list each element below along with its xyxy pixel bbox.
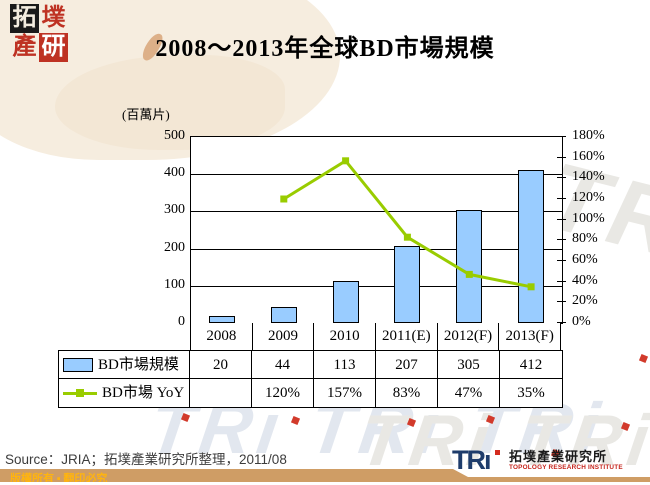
left-axis-tick: 500	[164, 128, 185, 143]
seal-char: 產	[12, 34, 37, 60]
tri-logo: TRı 拓墣產業研究所 TOPOLOGY RESEARCH INSTITUTE	[452, 447, 623, 475]
table-cell: 207	[376, 351, 438, 379]
yoy-line-series	[280, 157, 535, 291]
right-axis-tick: 0%	[572, 314, 591, 329]
table-cell: 83%	[376, 379, 438, 407]
category-label: 2012(F)	[438, 323, 500, 350]
right-axis-tick: 60%	[572, 252, 598, 267]
source-note: Source：JRIA；拓墣產業研究所整理，2011/08	[5, 452, 287, 467]
table-cell: 44	[252, 351, 314, 379]
red-accent	[638, 353, 649, 364]
right-axis-tick: 80%	[572, 231, 598, 247]
gridline	[191, 286, 562, 287]
left-axis-unit-label: (百萬片)	[122, 107, 170, 122]
table-cell: 412	[500, 351, 562, 379]
tri-wordmark: TRı	[452, 447, 504, 475]
legend-line-series: BD市場 YoY	[59, 379, 190, 407]
gridline	[191, 174, 562, 175]
plot-area	[190, 136, 563, 324]
table-cell: 113	[314, 351, 376, 379]
table-cell	[190, 379, 252, 407]
left-axis-tick: 400	[164, 165, 185, 180]
tri-chinese-name: 拓墣產業研究所	[509, 449, 608, 464]
line-marker	[403, 233, 411, 241]
left-axis-tick: 0	[178, 314, 185, 329]
left-axis-tick: 200	[164, 240, 185, 255]
right-axis-tick: 180%	[572, 128, 605, 143]
bar-2011e	[394, 246, 420, 323]
right-axis-tick: 140%	[572, 169, 605, 185]
tri-english-name: TOPOLOGY RESEARCH INSTITUTE	[509, 464, 623, 471]
seal-char: 拓	[10, 4, 39, 33]
line-series-label: BD市場 YoY	[102, 385, 185, 401]
right-axis-tick: 100%	[572, 210, 605, 226]
bar-2008	[209, 316, 235, 323]
category-label: 2009	[253, 323, 315, 350]
right-axis-tick: 120%	[572, 190, 605, 205]
bar-series-swatch	[63, 357, 93, 372]
line-marker	[342, 157, 350, 165]
table-cell: 120%	[252, 379, 314, 407]
seal-char: 研	[39, 33, 68, 62]
gridline	[191, 249, 562, 250]
seal-char: 墣	[41, 5, 66, 31]
category-label: 2008	[190, 323, 253, 350]
chart-title: 2008～2013年全球BD市場規模	[155, 36, 495, 62]
right-axis-tick: 40%	[572, 272, 598, 288]
data-table: BD市場規模 20 44 113 207 305 412 BD市場 YoY 12…	[58, 350, 563, 408]
line-marker	[527, 283, 535, 291]
tri-logo-red-dot	[495, 450, 500, 455]
table-cell: 47%	[438, 379, 500, 407]
bar-series-label: BD市場規模	[98, 356, 179, 373]
china-map-watermark-inner	[55, 55, 285, 150]
legend-bar-series: BD市場規模	[59, 351, 190, 379]
right-axis-tick: 160%	[572, 148, 605, 164]
left-axis-tick: 300	[164, 202, 185, 217]
line-marker	[465, 270, 473, 278]
category-label: 2010	[314, 323, 377, 350]
left-axis-tick: 100	[164, 277, 185, 292]
bar-2013f	[518, 170, 544, 323]
category-label: 2013(F)	[499, 323, 562, 350]
bar-2009	[271, 307, 297, 323]
line-marker	[280, 195, 288, 203]
gridline	[191, 211, 562, 212]
tri-wordmark-text: TRı	[452, 445, 491, 475]
line-series-swatch	[63, 387, 97, 399]
bar-2010	[333, 281, 359, 323]
copyright-text: 版權所有 ▪ 翻印必究	[10, 472, 108, 485]
table-cell: 157%	[314, 379, 376, 407]
table-cell: 35%	[517, 385, 545, 401]
category-axis: 2008 2009 2010 2011(E) 2012(F) 2013(F)	[190, 323, 562, 350]
topology-seal-logo: 拓 墣 產 研	[10, 4, 68, 62]
table-cell: 20	[190, 351, 252, 379]
category-label: 2011(E)	[376, 323, 438, 350]
table-cell: 305	[438, 351, 500, 379]
right-axis-tick: 20%	[572, 293, 598, 309]
